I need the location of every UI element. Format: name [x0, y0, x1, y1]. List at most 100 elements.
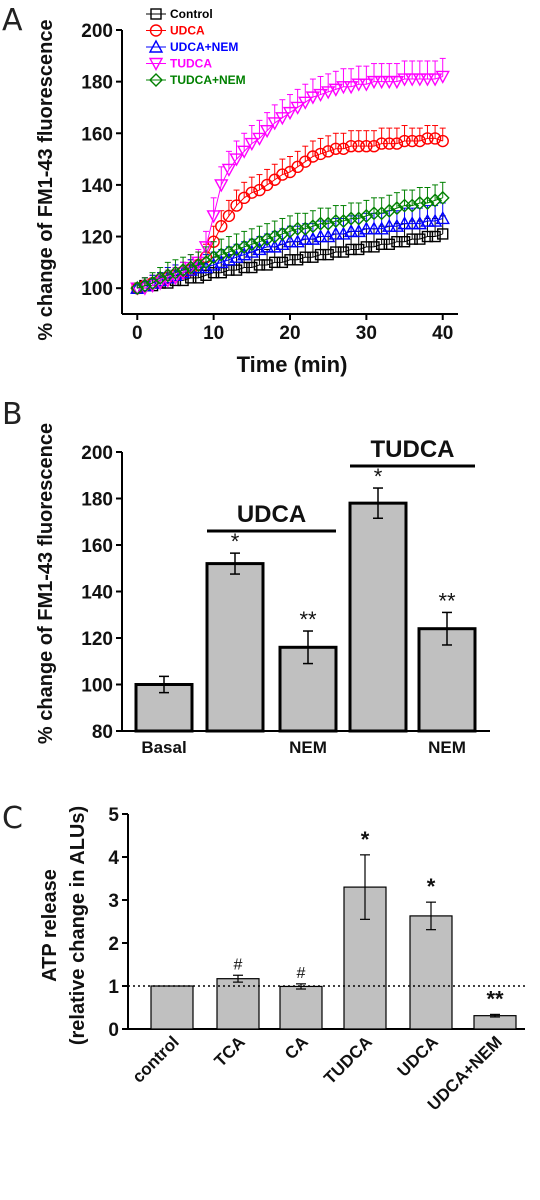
a-data-point: [321, 216, 336, 231]
a-data-point: [413, 134, 427, 148]
a-data-point: [420, 213, 435, 227]
a-data-point: [237, 145, 252, 159]
a-data-point: [421, 230, 434, 243]
b-y-tick-label: 180: [81, 490, 113, 511]
a-data-point: [429, 230, 441, 243]
a-data-point: [351, 211, 366, 226]
a-data-point: [389, 201, 404, 216]
a-data-point: [160, 268, 175, 283]
a-legend-label: UDCA: [170, 24, 205, 38]
c-y-tick-label: 2: [108, 934, 119, 955]
a-data-point: [420, 195, 435, 210]
a-data-point: [336, 81, 351, 95]
a-data-point: [405, 73, 420, 87]
a-data-point: [374, 75, 389, 90]
panel-b-letter: B: [2, 397, 23, 432]
a-data-point: [359, 221, 374, 235]
a-legend-label: TUDCA+NEM: [170, 73, 246, 87]
c-category-label: CA: [281, 1032, 312, 1063]
b-significance-mark: **: [299, 607, 317, 632]
a-data-point: [321, 145, 335, 158]
a-data-point: [397, 73, 412, 87]
a-data-point: [414, 233, 426, 245]
a-data-point: [237, 239, 252, 254]
a-legend-label: TUDCA: [170, 57, 212, 71]
a-data-point: [405, 134, 419, 148]
a-data-point: [230, 264, 243, 276]
a-data-point: [314, 147, 327, 161]
a-data-point: [337, 246, 350, 258]
a-data-point: [375, 238, 388, 250]
a-data-point: [298, 231, 313, 245]
a-data-point: [352, 139, 365, 153]
a-data-point: [366, 221, 382, 235]
a-data-point: [299, 251, 311, 263]
panel-c-letter: C: [2, 801, 23, 836]
a-data-point: [305, 219, 320, 234]
a-data-point: [221, 245, 236, 260]
c-y-tick-label: 4: [108, 848, 119, 869]
a-data-point: [269, 256, 281, 269]
b-significance-mark: **: [438, 588, 456, 613]
a-data-point: [246, 261, 258, 274]
a-data-point: [313, 88, 328, 103]
b-group-label: UDCA: [237, 501, 306, 528]
a-data-point: [328, 83, 343, 97]
a-data-point: [398, 134, 411, 148]
a-data-point: [343, 223, 359, 238]
a-data-point: [191, 257, 206, 272]
a-data-point: [276, 256, 289, 269]
a-data-point: [261, 259, 273, 271]
a-data-point: [435, 211, 450, 225]
c-significance-mark: **: [486, 986, 504, 1011]
a-data-point: [267, 117, 282, 131]
a-y-tick-label: 180: [81, 73, 113, 94]
a-data-point: [200, 269, 212, 281]
a-data-point: [284, 254, 296, 266]
b-y-tick-label: 120: [81, 629, 113, 650]
a-data-point: [436, 134, 449, 148]
a-data-point: [290, 101, 305, 115]
panel-a-letter: A: [2, 3, 23, 38]
c-category-label: TUDCA: [320, 1032, 376, 1088]
a-data-point: [405, 198, 420, 213]
a-data-point: [298, 96, 313, 110]
a-data-point: [298, 221, 313, 236]
a-series-tudca-nem: [130, 181, 450, 296]
c-category-label: control: [129, 1032, 183, 1086]
a-legend-marker: [150, 8, 162, 20]
a-data-point: [168, 265, 183, 280]
a-data-point: [435, 70, 450, 84]
a-legend-marker: [149, 73, 163, 87]
a-data-point: [353, 243, 365, 256]
a-data-point: [238, 261, 250, 274]
a-data-point: [153, 270, 168, 285]
b-group-label: TUDCA: [371, 436, 455, 463]
a-data-point: [244, 137, 259, 152]
c-significance-mark: #: [234, 956, 243, 973]
a-data-point: [130, 281, 145, 296]
a-data-point: [267, 229, 282, 244]
a-data-point: [374, 206, 389, 221]
a-data-point: [252, 132, 267, 146]
a-data-point: [359, 208, 374, 223]
c-bar: [409, 915, 453, 1030]
b-bar: [205, 562, 265, 733]
a-data-point: [427, 73, 443, 87]
a-data-point: [421, 132, 434, 145]
a-data-point: [428, 132, 442, 145]
a-data-point: [230, 199, 243, 212]
a-data-point: [405, 216, 420, 230]
a-data-point: [206, 210, 221, 224]
a-data-point: [428, 193, 443, 208]
a-data-point: [291, 254, 304, 266]
a-data-point: [382, 75, 397, 90]
a-data-point: [206, 250, 221, 265]
a-data-point: [137, 278, 152, 293]
a-data-point: [343, 81, 359, 95]
a-data-point: [366, 75, 382, 90]
a-x-tick-label: 40: [432, 323, 453, 344]
a-data-point: [214, 179, 229, 193]
a-data-point: [176, 263, 191, 278]
